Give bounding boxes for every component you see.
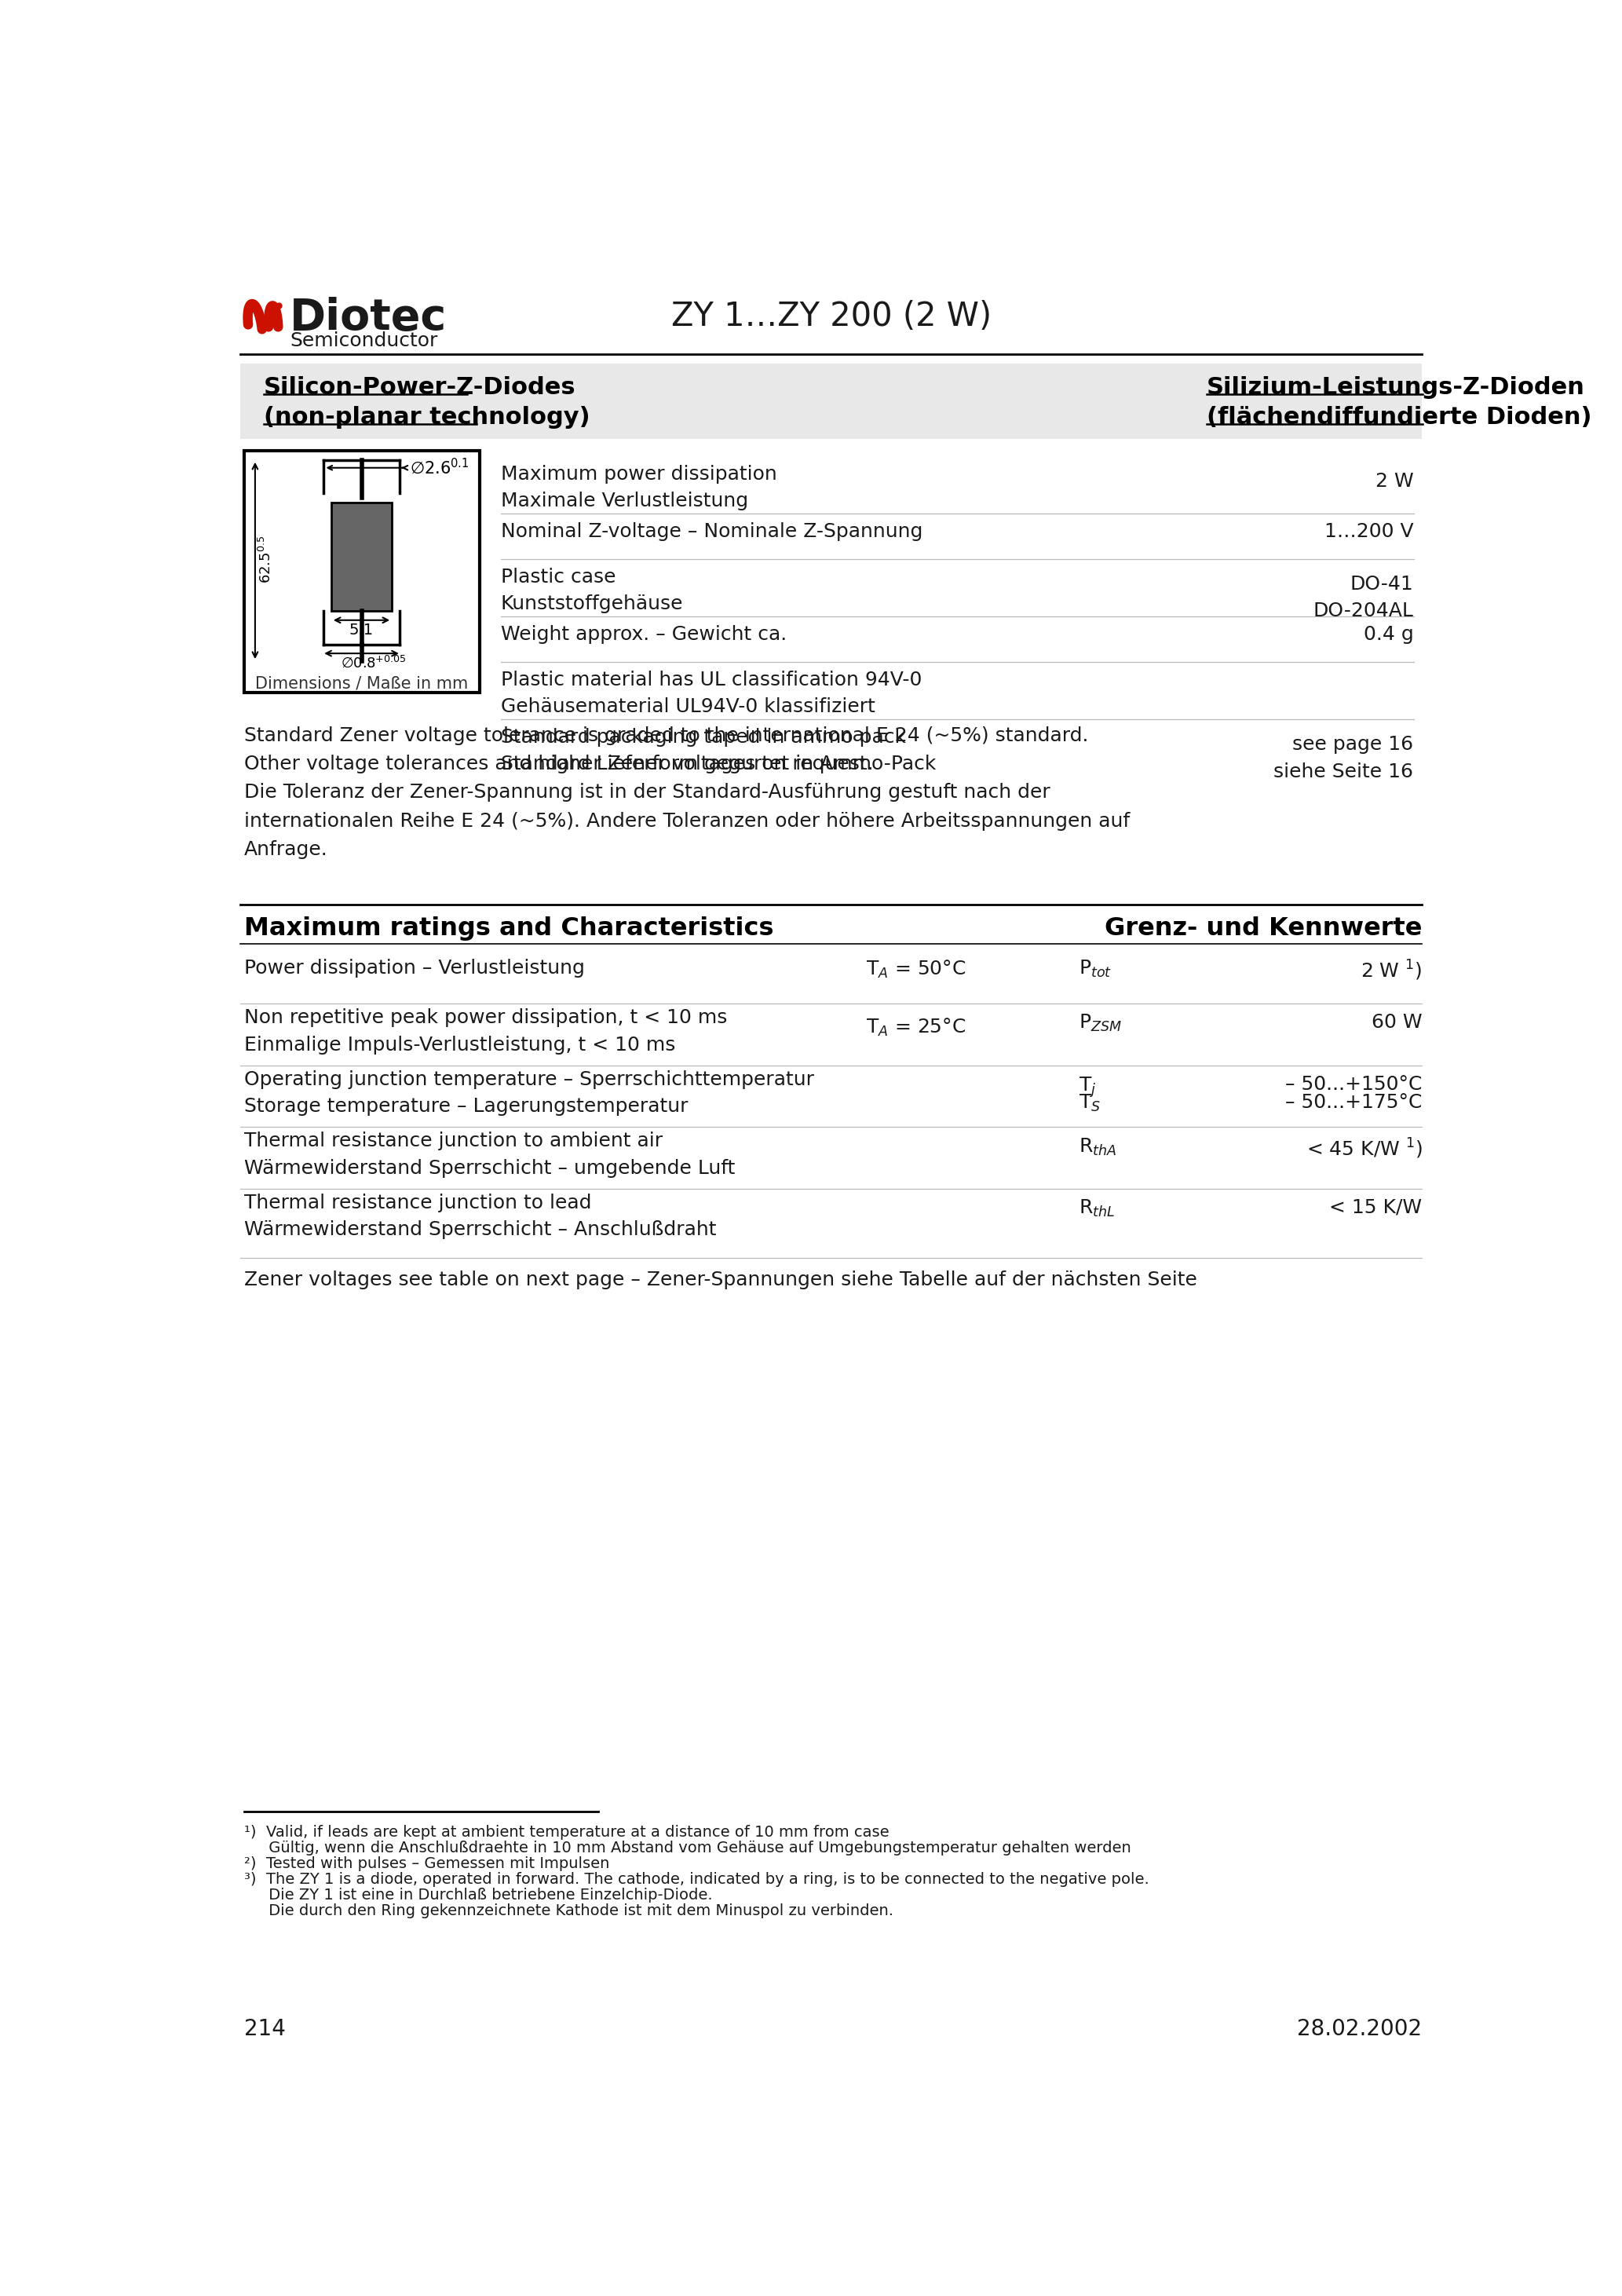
Text: Die ZY 1 ist eine in Durchlaß betriebene Einzelchip-Diode.: Die ZY 1 ist eine in Durchlaß betriebene…	[245, 1887, 712, 1903]
Text: 214: 214	[245, 2018, 285, 2039]
Text: Maximum power dissipation
Maximale Verlustleistung: Maximum power dissipation Maximale Verlu…	[501, 464, 777, 510]
Text: Operating junction temperature – Sperrschichttemperatur
Storage temperature – La: Operating junction temperature – Sperrsc…	[245, 1070, 814, 1116]
Text: T$_A$ = 50°C: T$_A$ = 50°C	[866, 960, 967, 980]
Text: Plastic material has UL classification 94V-0
Gehäusematerial UL94V-0 klassifizie: Plastic material has UL classification 9…	[501, 670, 921, 716]
Text: 2 W $^{1}$): 2 W $^{1}$)	[1361, 960, 1422, 983]
Text: Semiconductor: Semiconductor	[290, 331, 438, 351]
Text: 28.02.2002: 28.02.2002	[1298, 2018, 1422, 2039]
Text: Diotec: Diotec	[290, 296, 448, 340]
Text: 0.4 g: 0.4 g	[1364, 625, 1413, 643]
Text: Silicon-Power-Z-Diodes: Silicon-Power-Z-Diodes	[264, 377, 576, 400]
Text: – 50...+150°C: – 50...+150°C	[1285, 1075, 1422, 1093]
Text: Maximum ratings and Characteristics: Maximum ratings and Characteristics	[245, 916, 774, 941]
Text: 2 W: 2 W	[1375, 473, 1413, 491]
Text: T$_A$ = 25°C: T$_A$ = 25°C	[866, 1017, 967, 1038]
Text: Plastic case
Kunststoffgehäuse: Plastic case Kunststoffgehäuse	[501, 567, 683, 613]
Text: ²)  Tested with pulses – Gemessen mit Impulsen: ²) Tested with pulses – Gemessen mit Imp…	[245, 1855, 610, 1871]
Text: (non-planar technology): (non-planar technology)	[264, 406, 590, 429]
Text: see page 16
siehe Seite 16: see page 16 siehe Seite 16	[1273, 735, 1413, 781]
Text: Nominal Z-voltage – Nominale Z-Spannung: Nominal Z-voltage – Nominale Z-Spannung	[501, 521, 923, 542]
Text: – 50...+175°C: – 50...+175°C	[1285, 1093, 1422, 1111]
Text: < 15 K/W: < 15 K/W	[1330, 1199, 1422, 1217]
Text: Weight approx. – Gewicht ca.: Weight approx. – Gewicht ca.	[501, 625, 787, 643]
Text: 1…200 V: 1…200 V	[1324, 521, 1413, 542]
Text: P$_{ZSM}$: P$_{ZSM}$	[1079, 1013, 1122, 1033]
Bar	[331, 503, 393, 611]
Text: ZY 1…ZY 200 (2 W): ZY 1…ZY 200 (2 W)	[672, 301, 991, 333]
Bar	[240, 363, 1422, 439]
Bar	[245, 450, 480, 693]
Text: $\varnothing$0.8$^{+0.05}$: $\varnothing$0.8$^{+0.05}$	[341, 654, 407, 670]
Text: Power dissipation – Verlustleistung: Power dissipation – Verlustleistung	[245, 960, 586, 978]
Text: Thermal resistance junction to lead
Wärmewiderstand Sperrschicht – Anschlußdraht: Thermal resistance junction to lead Wärm…	[245, 1194, 717, 1240]
Text: T$_j$: T$_j$	[1079, 1075, 1096, 1100]
Text: R$_{thL}$: R$_{thL}$	[1079, 1199, 1116, 1219]
Text: P$_{tot}$: P$_{tot}$	[1079, 960, 1113, 980]
Text: Gültig, wenn die Anschlußdraehte in 10 mm Abstand vom Gehäuse auf Umgebungstempe: Gültig, wenn die Anschlußdraehte in 10 m…	[245, 1841, 1131, 1855]
Text: Silizium-Leistungs-Z-Dioden: Silizium-Leistungs-Z-Dioden	[1207, 377, 1585, 400]
Text: R$_{thA}$: R$_{thA}$	[1079, 1137, 1118, 1157]
Text: Thermal resistance junction to ambient air
Wärmewiderstand Sperrschicht – umgebe: Thermal resistance junction to ambient a…	[245, 1132, 735, 1178]
Text: Die durch den Ring gekennzeichnete Kathode ist mit dem Minuspol zu verbinden.: Die durch den Ring gekennzeichnete Katho…	[245, 1903, 894, 1917]
Text: ¹)  Valid, if leads are kept at ambient temperature at a distance of 10 mm from : ¹) Valid, if leads are kept at ambient t…	[245, 1825, 889, 1839]
Text: $\varnothing$2.6$^{0.1}$: $\varnothing$2.6$^{0.1}$	[410, 457, 469, 475]
Text: T$_S$: T$_S$	[1079, 1093, 1101, 1114]
Text: Standard Zener voltage tolerance is graded to the international E 24 (~5%) stand: Standard Zener voltage tolerance is grad…	[245, 726, 1131, 859]
Text: (flächendiffundierte Dioden): (flächendiffundierte Dioden)	[1207, 406, 1591, 429]
Text: 5.1: 5.1	[349, 622, 373, 638]
Text: 60 W: 60 W	[1371, 1013, 1422, 1031]
Text: ³)  The ZY 1 is a diode, operated in forward. The cathode, indicated by a ring, : ³) The ZY 1 is a diode, operated in forw…	[245, 1871, 1148, 1887]
Text: 62.5$^{0.5}$: 62.5$^{0.5}$	[258, 535, 274, 583]
Text: Grenz- und Kennwerte: Grenz- und Kennwerte	[1105, 916, 1422, 941]
Text: < 45 K/W $^{1}$): < 45 K/W $^{1}$)	[1306, 1137, 1422, 1159]
Text: Standard packaging taped in ammo pack
Standard Lieferform gegurtet in Ammo-Pack: Standard packaging taped in ammo pack St…	[501, 728, 936, 774]
Text: Zener voltages see table on next page – Zener-Spannungen siehe Tabelle auf der n: Zener voltages see table on next page – …	[245, 1270, 1197, 1288]
Text: Dimensions / Maße in mm: Dimensions / Maße in mm	[255, 675, 469, 691]
Text: Non repetitive peak power dissipation, t < 10 ms
Einmalige Impuls-Verlustleistun: Non repetitive peak power dissipation, t…	[245, 1008, 727, 1054]
Text: DO-41
DO-204AL: DO-41 DO-204AL	[1314, 574, 1413, 620]
